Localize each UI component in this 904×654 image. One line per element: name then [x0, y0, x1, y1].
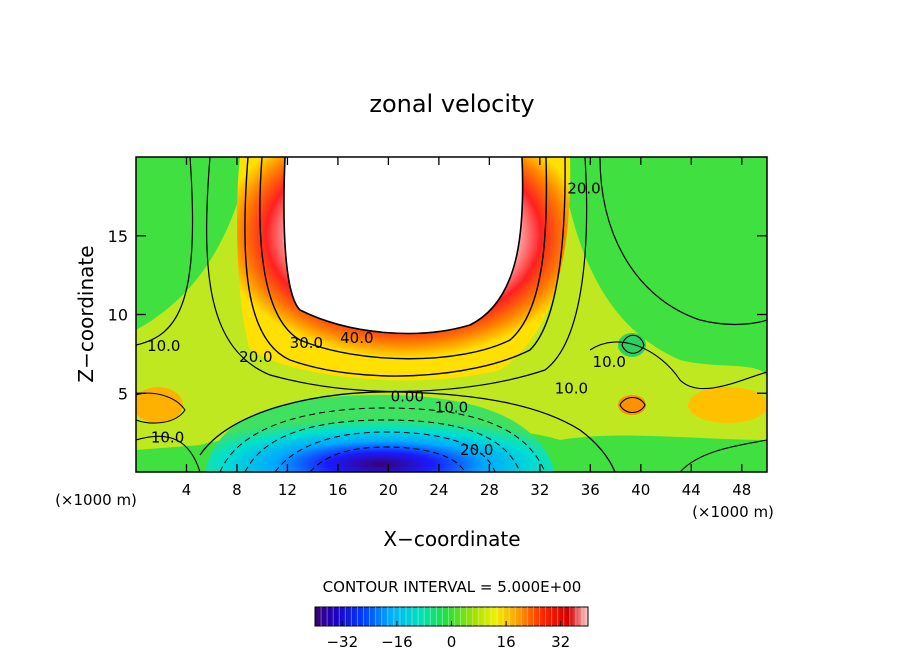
contour-interval-text: CONTOUR INTERVAL = 5.000E+00 [323, 578, 582, 596]
contour-label: 10.0 [151, 428, 184, 446]
x-axis-label: X−coordinate [383, 527, 520, 551]
contour-label: 10.0 [435, 398, 468, 416]
contour-line [199, 391, 616, 472]
y-tick-label: 10 [108, 306, 128, 325]
contour-label: 30.0 [290, 334, 323, 352]
y-axis-ticks: 5 10 15 [108, 227, 767, 403]
contour-line [599, 157, 767, 326]
contour-label: 20.0 [567, 180, 600, 198]
contour-line [621, 334, 645, 354]
x-tick-label: 48 [732, 481, 751, 499]
orange-patch-right [688, 387, 767, 423]
x-tick-label: 28 [480, 481, 499, 499]
contour-line [136, 157, 194, 346]
y-axis-label: Z−coordinate [74, 245, 98, 382]
x-unit-label-left: (×1000 m) [55, 491, 137, 509]
x-tick-label: 36 [581, 481, 600, 499]
colorbar-tick-label: 0 [447, 633, 457, 651]
contour-labels: 40.0 30.0 20.0 20.0 10.0 10.0 10.0 10.0 0.00 10.0… [147, 180, 626, 459]
contour-line [136, 435, 201, 472]
x-axis-ticks: 4 8 12 16 20 24 28 32 36 40 44 48 [182, 157, 751, 499]
x-tick-label: 8 [232, 481, 242, 499]
contour-label: 0.00 [391, 387, 424, 405]
colorbar-stripes [320, 607, 583, 626]
heatmap-field [136, 157, 767, 472]
x-tick-label: 32 [530, 481, 549, 499]
colorbar-ticks: −32 −16 0 16 32 [326, 621, 570, 651]
colorbar-tick-label: 16 [497, 633, 516, 651]
x-tick-label: 24 [429, 481, 448, 499]
contour-line [136, 392, 186, 424]
contour-line [589, 341, 767, 390]
contour-line [244, 157, 566, 377]
negative-velocity-region [205, 395, 555, 472]
contour-line [619, 396, 646, 414]
y-tick-label: 5 [118, 384, 128, 403]
x-tick-label: 16 [328, 481, 347, 499]
contour-line [679, 439, 767, 472]
contour-line [219, 407, 546, 472]
contour-label: 20.0 [239, 348, 272, 366]
contour-line [283, 157, 301, 311]
x-tick-label: 40 [631, 481, 650, 499]
jet-core-max [283, 157, 523, 334]
contour-line [274, 431, 496, 472]
contour-lines [136, 157, 767, 472]
contour-label: 40.0 [340, 329, 373, 347]
contour-label: 10.0 [147, 337, 180, 355]
x-unit-label-right: (×1000 m) [692, 503, 774, 521]
chart-title: zonal velocity [369, 90, 534, 118]
contour-label: 10.0 [593, 353, 626, 371]
contour-label: 20.0 [460, 441, 493, 459]
y-tick-label: 15 [108, 227, 128, 246]
x-tick-label: 4 [182, 481, 192, 499]
x-tick-label: 20 [379, 481, 398, 499]
contour-line [259, 157, 548, 360]
x-tick-label: 12 [278, 481, 297, 499]
orange-patch-left [136, 387, 183, 423]
x-tick-label: 44 [682, 481, 701, 499]
colorbar-tick-label: −32 [326, 633, 358, 651]
contour-line [299, 157, 524, 335]
colorbar-tick-label: −16 [381, 633, 413, 651]
contour-line [244, 419, 521, 472]
contour-line [206, 157, 588, 393]
colorbar-tick-label: 32 [551, 633, 570, 651]
contour-label: 10.0 [555, 380, 588, 398]
contour-line [309, 446, 466, 472]
